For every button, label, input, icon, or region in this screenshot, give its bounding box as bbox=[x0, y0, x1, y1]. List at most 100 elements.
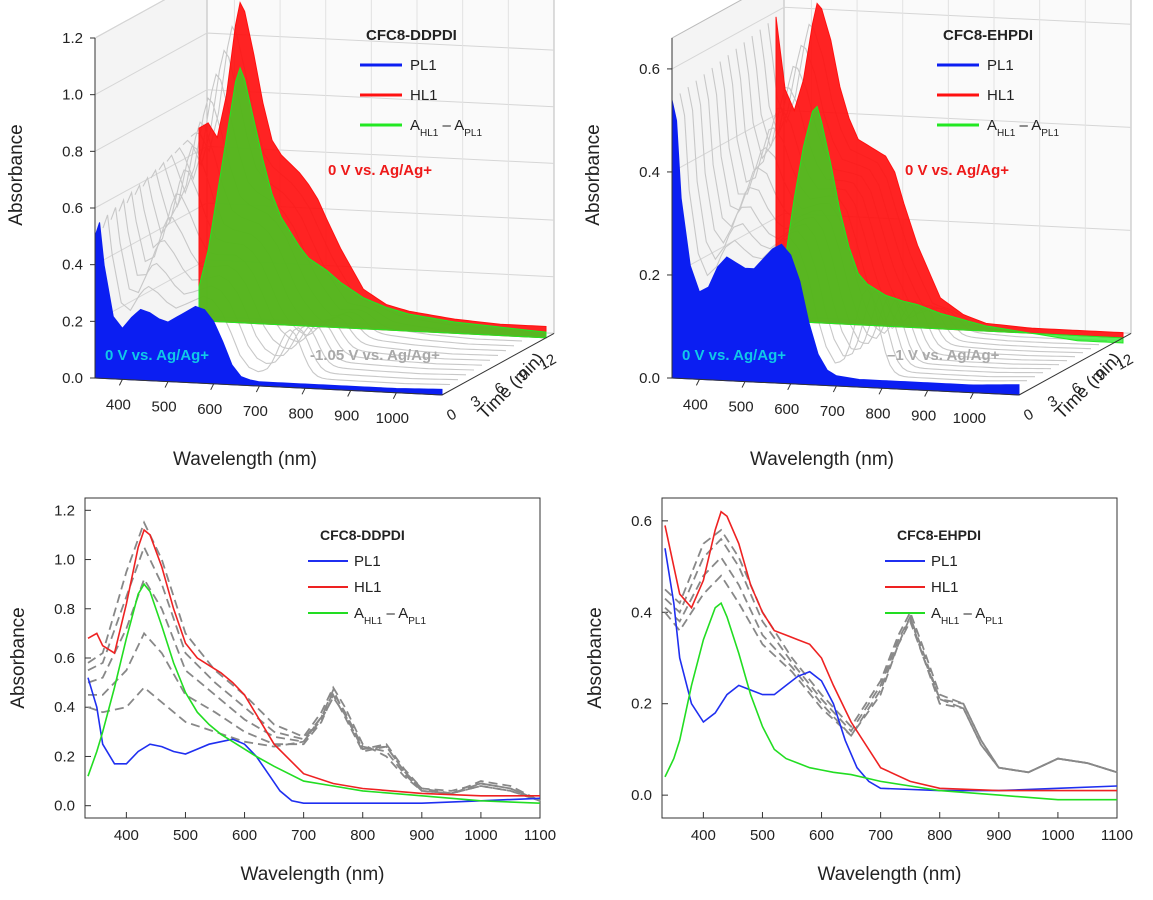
y-tick-label: 0.4 bbox=[54, 699, 75, 716]
x-tick-label: 700 bbox=[291, 827, 316, 844]
x-tick bbox=[392, 392, 397, 399]
annotation-front: 0 V vs. Ag/Ag+ bbox=[682, 347, 786, 364]
x-tick bbox=[878, 388, 883, 395]
x-tick-label: 500 bbox=[750, 827, 775, 844]
x-tick-label: 800 bbox=[289, 405, 314, 422]
series-line-intermediate-4 bbox=[664, 574, 1118, 774]
x-tick-label: 600 bbox=[197, 401, 222, 418]
legend-title: CFC8-EHPDI bbox=[897, 527, 981, 543]
x-tick bbox=[832, 385, 837, 393]
x-tick-label: 500 bbox=[152, 399, 177, 416]
series-line-intermediate-1 bbox=[87, 520, 541, 802]
x-axis-label: Wavelength (nm) bbox=[750, 449, 894, 470]
x-tick-label: 1000 bbox=[1041, 827, 1074, 844]
time-tick-label: 0 bbox=[1021, 406, 1037, 425]
panel-2d-ehpdi: 0.0 0.2 0.4 0.6 400 500 600 700 800 900 1000 1100 Wa… bbox=[585, 497, 1133, 885]
x-tick-label: 1100 bbox=[524, 827, 556, 844]
x-tick-label: 700 bbox=[243, 403, 268, 420]
annotation-mid: 0 V vs. Ag/Ag+ bbox=[328, 162, 432, 179]
series-line-intermediate-4 bbox=[88, 631, 541, 802]
legend-label: AHL1 – APL1 bbox=[354, 605, 426, 627]
series-line-hl1 bbox=[664, 510, 1117, 792]
time-tick-label: 12 bbox=[536, 351, 559, 374]
intermediate-trace bbox=[110, 207, 459, 381]
legend-label: PL1 bbox=[987, 57, 1014, 74]
legend-label: AHL1 – APL1 bbox=[931, 605, 1003, 627]
y-tick-label: 0.6 bbox=[54, 650, 75, 667]
intermediate-trace bbox=[118, 197, 467, 376]
annotation-mid: 0 V vs. Ag/Ag+ bbox=[905, 162, 1009, 179]
y-tick-label: 0.0 bbox=[62, 370, 83, 387]
x-tick bbox=[301, 388, 306, 395]
intermediate-trace bbox=[126, 190, 475, 371]
intermediate-trace bbox=[134, 183, 483, 366]
series-line-intermediate-2 bbox=[87, 544, 541, 802]
y-tick-label: 0.6 bbox=[639, 61, 660, 78]
x-tick-label: 900 bbox=[986, 827, 1011, 844]
x-tick-label: 400 bbox=[114, 827, 139, 844]
x-tick-label: 900 bbox=[334, 408, 359, 425]
x-tick-label: 800 bbox=[866, 405, 891, 422]
x-tick bbox=[695, 379, 700, 386]
x-tick bbox=[210, 383, 215, 391]
intermediate-trace bbox=[102, 214, 451, 386]
y-tick-label: 0.6 bbox=[631, 513, 652, 530]
x-tick-label: 800 bbox=[927, 827, 952, 844]
y-tick-label: 0.4 bbox=[62, 257, 83, 274]
series-line-intermediate-5 bbox=[87, 686, 541, 802]
time-tick-label: 0 bbox=[444, 406, 460, 425]
y-tick-label: 0.2 bbox=[54, 748, 75, 765]
x-tick-label: 600 bbox=[774, 401, 799, 418]
plot-frame bbox=[661, 497, 1118, 819]
legend-title: CFC8-EHPDI bbox=[943, 27, 1033, 44]
x-axis-line bbox=[94, 377, 443, 396]
x-tick-label: 700 bbox=[868, 827, 893, 844]
grid-line bbox=[671, 6, 1132, 70]
x-tick bbox=[741, 381, 746, 388]
grid-line bbox=[94, 89, 555, 152]
x-tick-label: 1000 bbox=[376, 410, 409, 427]
grid-line bbox=[94, 0, 166, 39]
time-axis-line bbox=[1018, 332, 1132, 396]
legend-label: HL1 bbox=[410, 87, 438, 104]
x-tick bbox=[924, 390, 929, 397]
legend-label: PL1 bbox=[354, 553, 381, 570]
legend-title: CFC8-DDPDI bbox=[320, 527, 405, 543]
y-tick-label: 0.6 bbox=[62, 200, 83, 217]
y-tick-label: 1.2 bbox=[62, 30, 83, 47]
series-line-pl1 bbox=[87, 677, 541, 804]
x-tick bbox=[787, 383, 792, 391]
x-tick-label: 500 bbox=[173, 827, 198, 844]
y-tick-label: 0.0 bbox=[631, 787, 652, 804]
x-tick-label: 600 bbox=[809, 827, 834, 844]
series-line-a-hl1-a-pl1 bbox=[87, 582, 541, 804]
series-line-hl1 bbox=[87, 528, 540, 797]
y-tick-label: 0.4 bbox=[631, 604, 652, 621]
intermediate-trace bbox=[679, 93, 1028, 382]
panel-2d-ddpdi: 0.0 0.2 0.4 0.6 0.8 1.0 1.2 400 500 600 700 800 900 1… bbox=[8, 497, 556, 885]
x-tick-label: 900 bbox=[409, 827, 434, 844]
legend-title: CFC8-DDPDI bbox=[366, 27, 457, 44]
x-tick-label: 400 bbox=[683, 396, 708, 413]
x-tick bbox=[347, 390, 352, 397]
legend-label: HL1 bbox=[987, 87, 1015, 104]
x-tick bbox=[969, 392, 974, 399]
x-axis-label: Wavelength (nm) bbox=[173, 449, 317, 470]
x-tick-label: 1100 bbox=[1101, 827, 1133, 844]
annotation-front: 0 V vs. Ag/Ag+ bbox=[105, 347, 209, 364]
intermediate-trace bbox=[687, 86, 1036, 378]
difference-area bbox=[775, 105, 1124, 344]
y-tick-label: 0.4 bbox=[639, 164, 660, 181]
panel-3d-ehpdi: 400 500 600 700 800 900 10000.00.20.40.6036912… bbox=[583, 0, 1136, 470]
series-line-intermediate-1 bbox=[664, 528, 1118, 774]
y-axis-label: Absorbance bbox=[8, 607, 29, 708]
time-axis-line bbox=[441, 332, 555, 396]
series-line-a-hl1-a-pl1 bbox=[664, 601, 1117, 801]
y-tick-label: 0.8 bbox=[54, 601, 75, 618]
y-tick-label: 0.0 bbox=[639, 370, 660, 387]
x-tick bbox=[255, 385, 260, 393]
series-line-intermediate-3 bbox=[87, 577, 541, 802]
x-tick-label: 900 bbox=[911, 408, 936, 425]
x-tick bbox=[164, 381, 169, 388]
grid-line bbox=[94, 32, 555, 96]
